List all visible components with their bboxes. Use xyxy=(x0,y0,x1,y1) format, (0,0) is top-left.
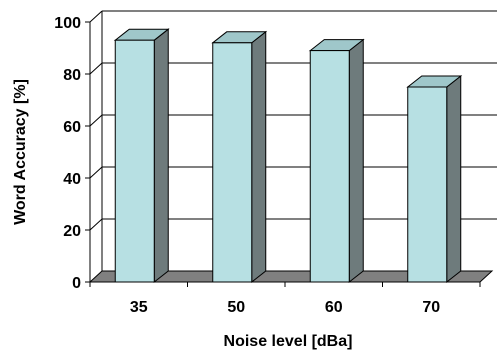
bar-front xyxy=(407,86,448,283)
bar-side xyxy=(446,74,462,284)
bars xyxy=(113,28,463,284)
y-tick-label: 80 xyxy=(63,67,81,84)
bar-side xyxy=(251,30,267,284)
gridline-depth xyxy=(89,10,103,23)
x-tick-labels: 35 50 60 70 xyxy=(130,299,440,316)
bar-side xyxy=(348,38,364,284)
x-tick-label: 50 xyxy=(227,299,245,316)
gridline-depth xyxy=(89,62,103,75)
bar-front xyxy=(212,42,253,283)
y-tick-label: 60 xyxy=(63,119,81,136)
bar xyxy=(406,74,463,284)
y-tick-label: 100 xyxy=(54,15,81,32)
bar xyxy=(308,38,365,284)
y-axis-label: Word Accuracy [%] xyxy=(12,79,29,225)
x-tick-label: 70 xyxy=(422,299,440,316)
y-tick-label: 0 xyxy=(72,275,81,292)
x-axis-label: Noise level [dBa] xyxy=(224,333,353,350)
bar xyxy=(211,30,268,284)
x-tick-label: 60 xyxy=(325,299,343,316)
gridline-depth xyxy=(89,114,103,127)
y-tick-label: 20 xyxy=(63,223,81,240)
gridline-depth xyxy=(89,166,103,179)
bar-side xyxy=(153,28,169,284)
x-tick-label: 35 xyxy=(130,299,148,316)
gridline-depth xyxy=(89,218,103,231)
y-tick-label: 40 xyxy=(63,171,81,188)
bar-front xyxy=(114,39,155,283)
bar-front xyxy=(309,50,350,283)
y-tick-labels: 0 20 40 60 80 100 xyxy=(54,15,81,292)
bar xyxy=(113,28,170,284)
